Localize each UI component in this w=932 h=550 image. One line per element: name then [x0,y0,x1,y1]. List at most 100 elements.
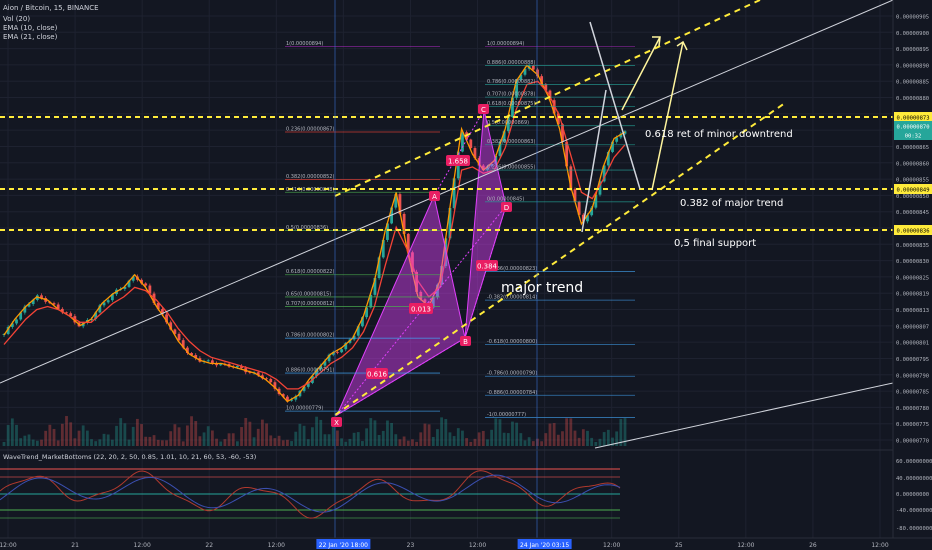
candle-body [411,252,414,272]
volume-bar [269,435,273,446]
candle-body [144,283,148,286]
volume-bar [115,425,118,446]
osc-tick-label: -80.00000000 [896,526,932,532]
price-axis[interactable]: 0.00000905 0.00000900 0.00000895 0.00000890… [892,0,932,538]
volume-bar [110,439,114,446]
volume-bar [144,436,148,446]
annotation-final-support: 0,5 final support [674,238,756,249]
point-b-label: B [460,336,471,346]
candle-body [481,165,485,170]
candle-body [594,194,598,208]
volume-bar [177,427,181,446]
annotation-major-382: 0.382 of major trend [680,198,783,209]
volume-bar [135,418,139,446]
volume-bar [431,436,435,446]
candle-body [586,215,589,222]
harmonic-pattern[interactable] [335,109,507,417]
x-tick-label: 12:00 [603,542,620,549]
fib-left-label: 1(0.00000779) [286,406,323,412]
harmonic-xab [335,194,466,417]
volume-bar [294,431,298,446]
price-tag-label: 0.00000873 [896,116,929,122]
y-tick-label: 0.00000790 [896,373,929,379]
volume-bar [577,437,581,446]
svg-text:1.658: 1.658 [448,158,468,166]
y-tick-label: 0.00000813 [896,308,929,314]
candle-body [56,304,60,309]
candle-body [327,354,331,362]
volume-bar [298,423,302,446]
candle-body [519,74,523,80]
volume-bar [165,440,168,446]
oscillator-panel[interactable]: WaveTrend_MarketBottoms (22, 20, 2, 50, … [0,449,932,519]
volume-bar [465,438,469,446]
fib-right-label: 0.786(0.00000882) [487,79,535,85]
price-tag-label: 0.00000836 [896,229,929,235]
fib-right-label: 1(0.00000894) [487,41,524,47]
candle-body [386,223,389,240]
price-tag-label: 0.00000849 [896,188,929,194]
x-tick-label: 12:00 [737,542,754,549]
volume-bar [573,430,577,446]
x-tick-label: 24 Jan '20 03:15 [520,542,569,549]
point-d-label: D [501,202,512,212]
volume-bar [319,419,323,446]
volume-bar [323,434,327,446]
candle-body [160,309,164,315]
candle-body [598,181,602,195]
osc-tick-label: 40.00000000 [896,476,932,482]
candle-body [352,335,356,340]
projection-path-white-2 [581,89,607,233]
volume-bar [73,438,77,446]
y-tick-label: 0.00000895 [896,47,929,53]
volume-bar [77,430,81,446]
candle-body [615,137,619,142]
volume-bar [248,421,252,446]
candle-body [569,166,573,190]
volume-bar [40,439,43,446]
volume-bar [181,441,185,446]
volume-bar [386,420,389,446]
y-tick-label: 0.00000835 [896,243,929,249]
volume-bar [440,417,444,446]
volume-bar [461,430,464,446]
volume-bar [511,421,514,446]
horizontal-levels [0,116,893,231]
y-tick-label: 0.00000775 [896,422,929,428]
volume-bar [273,438,277,446]
volume-bar [31,439,35,446]
x-tick-label: 12:00 [134,542,151,549]
volume-bar [473,438,477,446]
x-tick-label: 21 [71,542,79,549]
time-axis[interactable]: 12:00 21 12:00 22 12:00 22 Jan '20 18:00 23 12:… [0,537,932,550]
candle-body [452,178,456,209]
ratio-0384-label: 0.384 [476,260,498,271]
candle-body [565,142,569,167]
candle-body [261,375,264,379]
candle-body [381,239,385,258]
volume-bar [348,438,352,446]
indicator-ema10: EMA (10, close) [3,24,58,32]
volume-bar [302,425,306,446]
volume-bar [169,431,173,446]
candle-body [173,329,177,334]
candle-body [265,378,268,380]
fib-right-label: 0.236(0.00000855) [487,165,535,171]
volume-bar [15,424,18,446]
volume-bar [602,432,606,446]
candle-body [181,340,185,348]
volume-bar [106,434,110,446]
candle-body [423,299,427,303]
y-tick-label: 0.00000905 [896,15,929,21]
osc-wavetrend-line-1 [0,470,621,519]
volume-bar [523,440,527,446]
projection-path-white [589,21,641,190]
volume-bar [306,439,310,446]
y-tick-label: 0.00000825 [896,275,929,281]
volume-bar [94,441,98,446]
candle-body [365,307,368,318]
candle-body [448,208,452,239]
volume-bar [336,430,339,446]
candle-body [281,394,285,397]
